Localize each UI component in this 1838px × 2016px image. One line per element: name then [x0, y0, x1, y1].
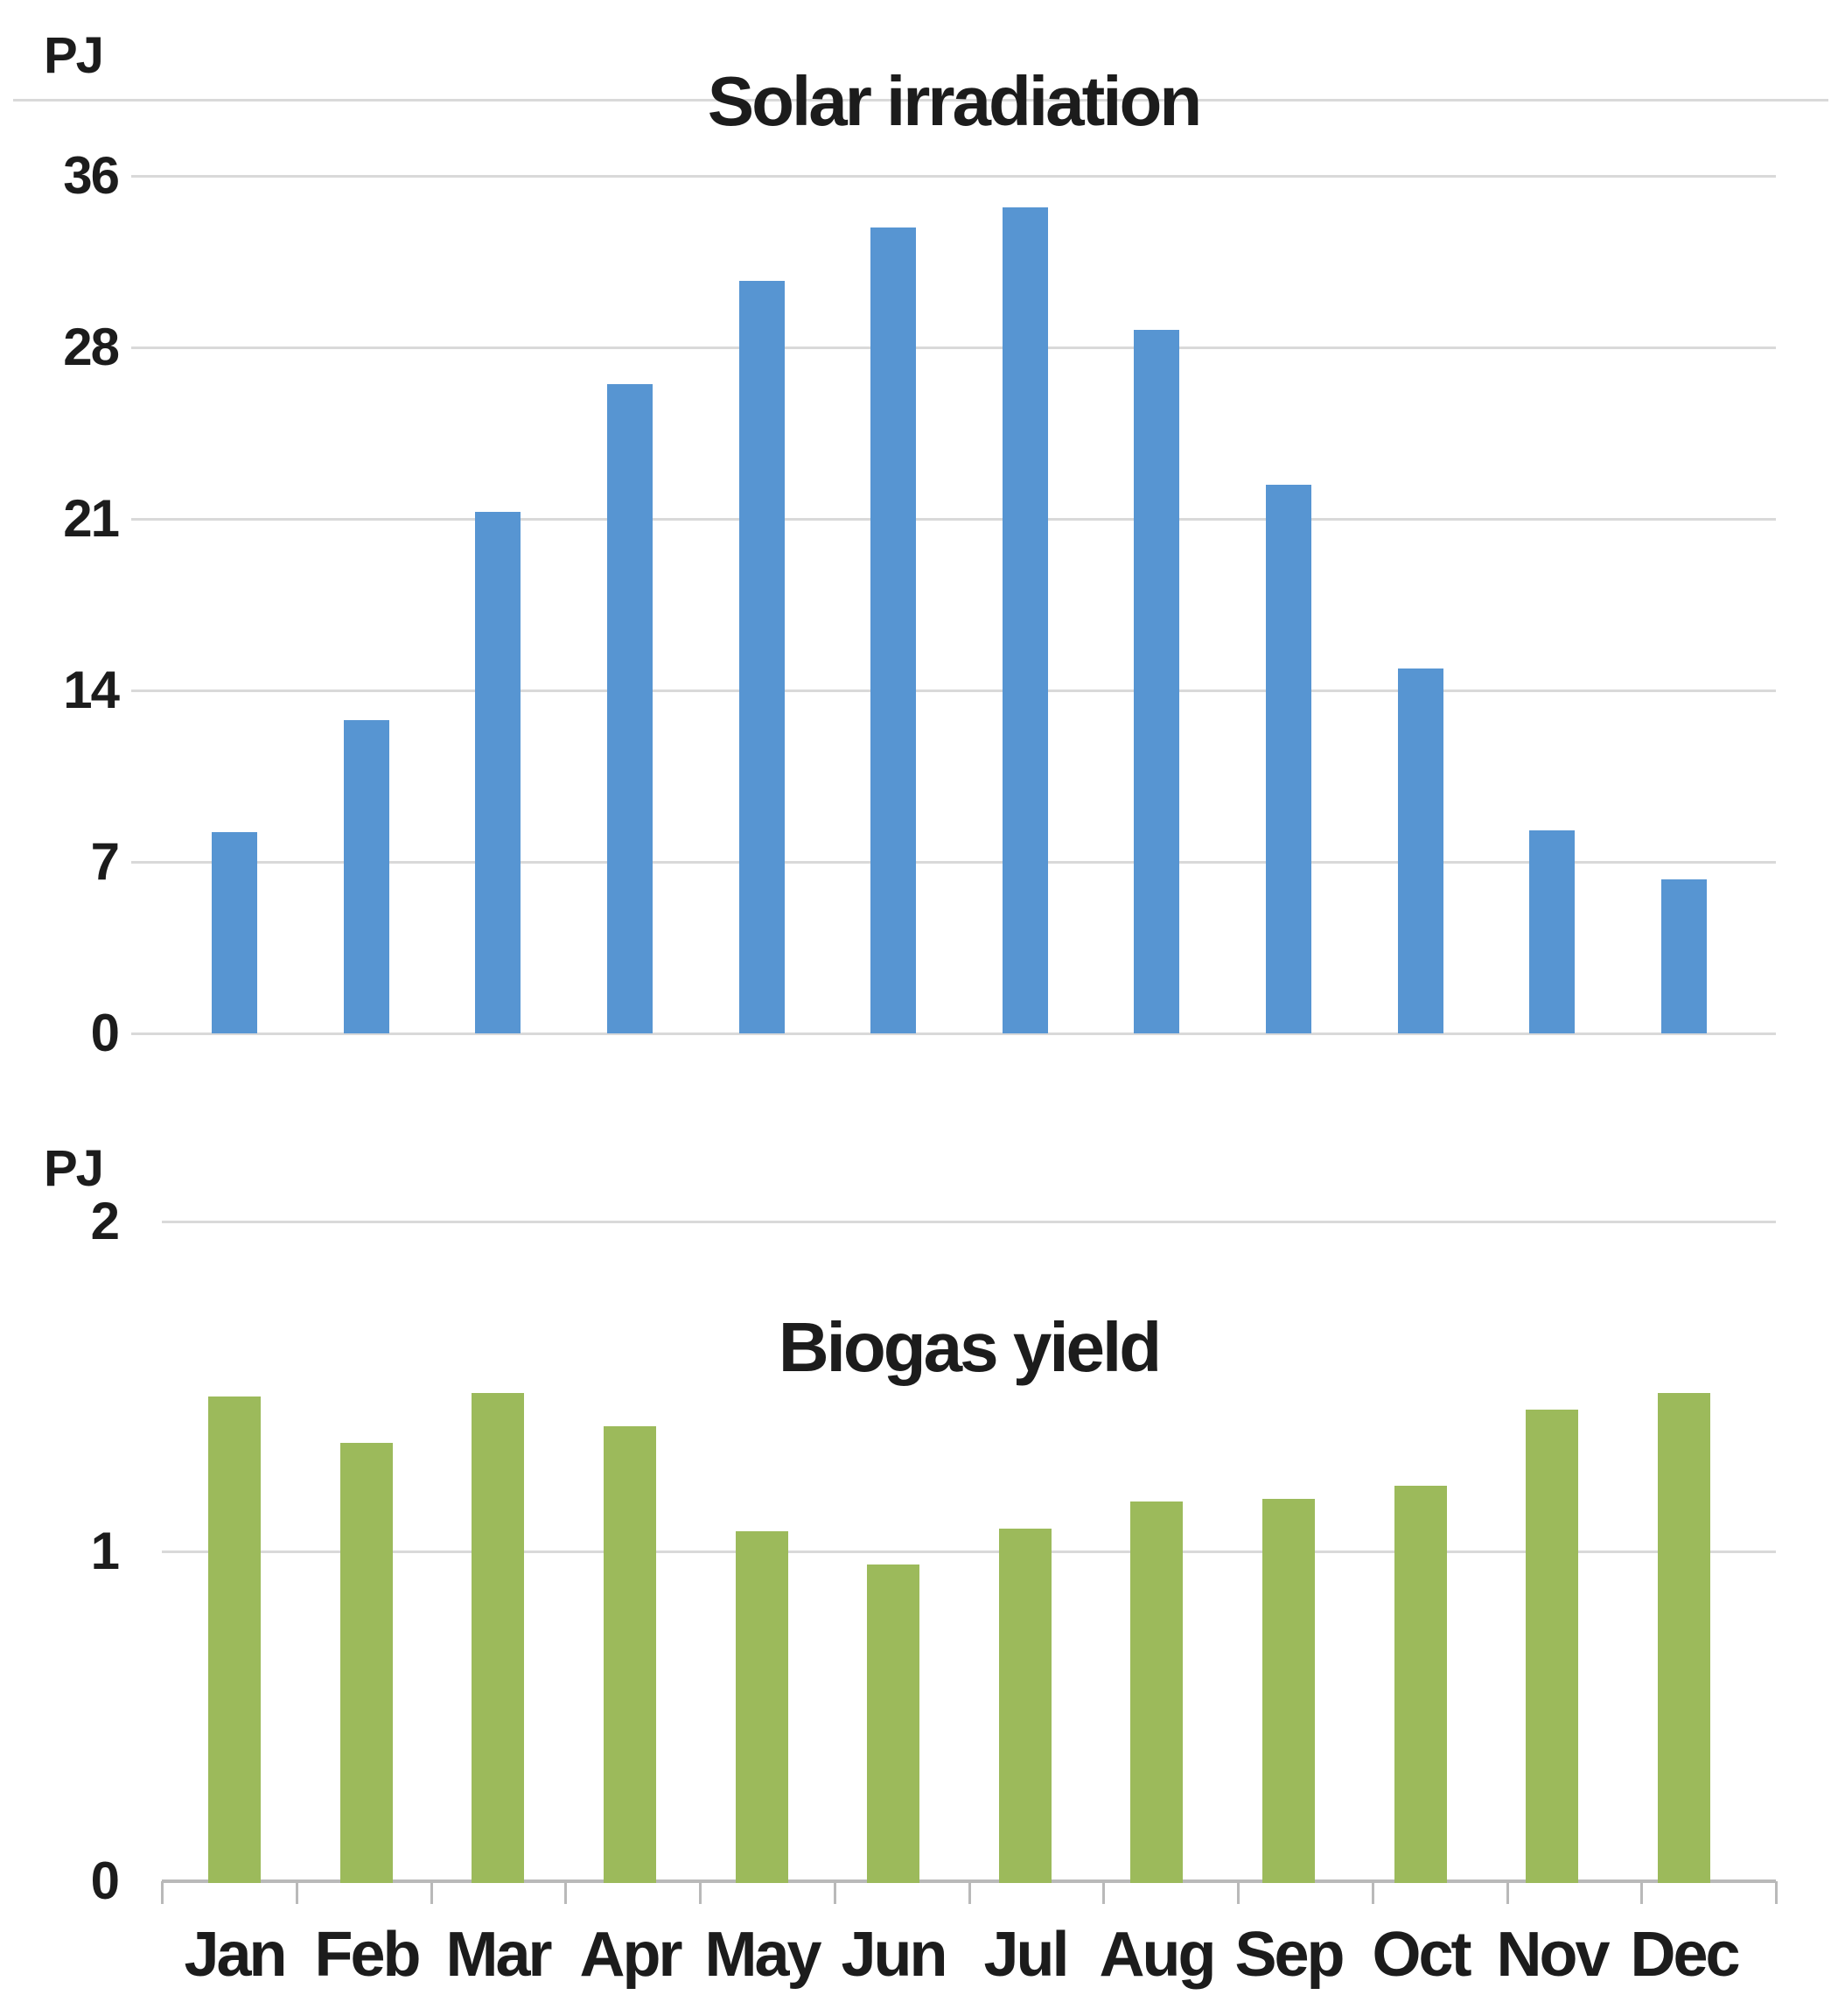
biogas-unit-label: PJ: [44, 1140, 104, 1197]
solar-chart-title: Solar irradiation: [707, 62, 1202, 140]
bar-jan: [212, 832, 257, 1033]
biogas-chart-title: Biogas yield: [778, 1308, 1162, 1386]
month-label-nov: Nov: [1496, 1920, 1610, 1990]
x-axis-tick: [161, 1881, 164, 1904]
y-tick-label: 0: [90, 1004, 120, 1062]
bar-jun: [867, 1564, 919, 1883]
bar-dec: [1658, 1393, 1710, 1883]
x-axis-tick: [699, 1881, 702, 1904]
y-tick-label: 28: [63, 318, 120, 376]
gridline: [162, 1550, 1776, 1553]
gridline: [131, 518, 1776, 521]
x-axis-tick: [1371, 1881, 1374, 1904]
month-label-feb: Feb: [314, 1920, 421, 1990]
month-label-sep: Sep: [1234, 1920, 1345, 1990]
solar-unit-label: PJ: [44, 27, 104, 84]
y-tick-label: 1: [90, 1522, 120, 1580]
x-axis-tick: [564, 1881, 568, 1904]
x-axis-tick: [1237, 1881, 1240, 1904]
month-label-dec: Dec: [1630, 1920, 1740, 1990]
biogas-yield-chart: PJ 2 1 0 Biogas yield Jan Feb Mar Apr May Jun Ju…: [0, 1120, 1838, 2016]
x-axis-tick: [1102, 1881, 1106, 1904]
gridline: [131, 861, 1776, 864]
bar-jul: [999, 1529, 1052, 1883]
bar-apr: [604, 1426, 656, 1883]
month-label-mar: Mar: [445, 1920, 552, 1990]
x-axis-tick: [1775, 1881, 1778, 1904]
bar-feb: [344, 720, 389, 1033]
month-label-jun: Jun: [841, 1920, 947, 1990]
bar-aug: [1134, 330, 1179, 1033]
bar-mar: [475, 512, 521, 1033]
y-tick-label: 14: [63, 661, 120, 719]
month-label-may: May: [704, 1920, 821, 1990]
solar-irradiation-chart: PJ 36 28 21 14 7 0 Solar irradiation: [13, 27, 1828, 1062]
bar-mar: [472, 1393, 524, 1883]
bar-jul: [1003, 207, 1048, 1033]
x-axis-tick: [1640, 1881, 1644, 1904]
bar-oct: [1394, 1486, 1447, 1883]
y-tick-label: 0: [90, 1852, 120, 1910]
bar-apr: [607, 384, 653, 1033]
bar-feb: [340, 1443, 393, 1883]
gridline: [162, 1221, 1776, 1223]
bar-nov: [1529, 830, 1575, 1033]
bar-jan: [208, 1396, 261, 1883]
y-tick-label: 36: [63, 146, 120, 205]
bar-dec: [1661, 879, 1707, 1033]
bar-aug: [1130, 1502, 1183, 1883]
x-axis-tick: [430, 1881, 433, 1904]
x-axis-tick: [295, 1881, 298, 1904]
bar-jun: [870, 228, 916, 1033]
gridline: [131, 1032, 1776, 1035]
gridline: [131, 690, 1776, 692]
bar-oct: [1398, 668, 1443, 1033]
bar-nov: [1526, 1410, 1578, 1883]
y-tick-label: 2: [90, 1192, 120, 1250]
month-label-apr: Apr: [579, 1920, 683, 1990]
x-axis-tick: [833, 1881, 836, 1904]
solar-chart-frame-top-border: [13, 99, 1828, 102]
gridline: [131, 175, 1776, 178]
bar-may: [739, 281, 785, 1033]
x-axis-tick: [968, 1881, 971, 1904]
month-label-jul: Jul: [983, 1920, 1069, 1990]
y-tick-label: 21: [63, 489, 120, 548]
bar-may: [736, 1531, 788, 1883]
y-tick-label: 7: [90, 832, 120, 891]
bar-sep: [1266, 485, 1311, 1033]
month-label-aug: Aug: [1099, 1920, 1217, 1990]
month-label-jan: Jan: [184, 1920, 287, 1990]
gridline: [131, 346, 1776, 349]
x-axis-tick: [1506, 1881, 1509, 1904]
month-label-oct: Oct: [1372, 1920, 1471, 1990]
bar-sep: [1262, 1499, 1315, 1883]
